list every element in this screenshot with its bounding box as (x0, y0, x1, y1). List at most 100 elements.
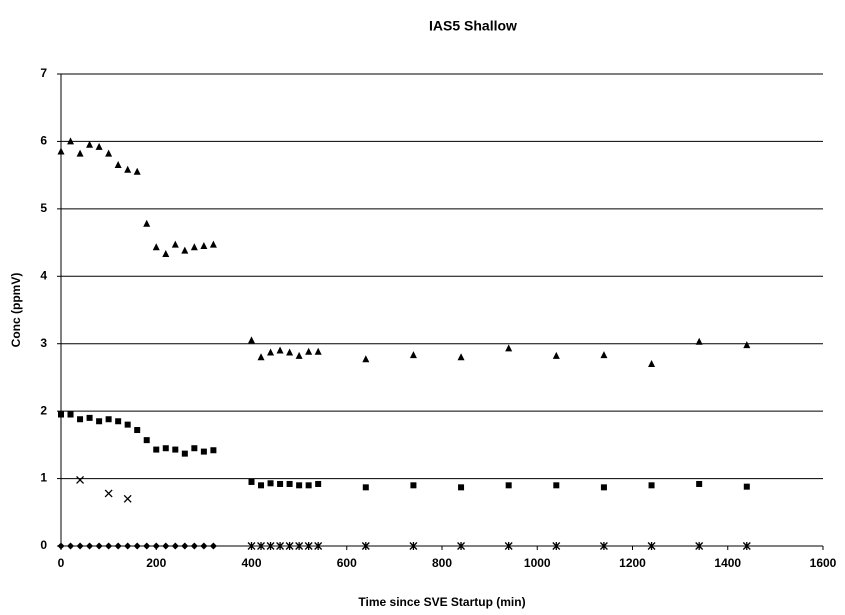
square-point (162, 445, 169, 452)
diamond-point (95, 542, 103, 550)
diamond-point (114, 542, 122, 550)
square-point (86, 414, 93, 421)
square-point (134, 427, 141, 434)
square-point (553, 482, 560, 489)
triangle-point (133, 167, 141, 175)
square-point (410, 482, 417, 489)
asterisk-point (314, 542, 323, 550)
triangle-point (209, 240, 217, 248)
triangle-point (124, 165, 132, 173)
triangle-point (105, 149, 113, 157)
triangle-point (695, 337, 703, 345)
square-point (181, 450, 188, 457)
series (58, 411, 750, 491)
asterisk-point (552, 542, 561, 550)
x-point (76, 475, 85, 484)
diamond-point (57, 542, 65, 550)
square-point (153, 446, 160, 453)
square-point (743, 483, 750, 490)
triangle-point (162, 250, 170, 258)
x-point (123, 494, 132, 503)
triangle-point (600, 351, 608, 359)
y-tick-label: 7 (40, 66, 47, 80)
x-tick-label: 1400 (714, 556, 741, 570)
y-tick-label: 3 (40, 336, 47, 350)
triangle-point (143, 219, 151, 227)
triangle-point (248, 336, 255, 344)
square-point (67, 411, 74, 418)
x-tick-label: 1000 (524, 556, 551, 570)
square-point (58, 411, 64, 418)
x-tick-label: 1600 (810, 556, 837, 570)
triangle-point (362, 355, 370, 363)
triangle-point (276, 346, 284, 354)
square-point (458, 484, 465, 491)
square-point (210, 447, 217, 454)
asterisk-point (647, 542, 656, 550)
diamond-point (86, 542, 94, 550)
square-point (362, 484, 369, 491)
diamond-point (143, 542, 151, 550)
diamond-point (200, 542, 208, 550)
x-tick-label: 400 (241, 556, 261, 570)
diamond-point (76, 542, 84, 550)
triangle-point (257, 353, 265, 361)
asterisk-point (276, 542, 285, 550)
asterisk-point (695, 542, 704, 550)
series (76, 475, 132, 503)
asterisk-point (504, 542, 513, 550)
y-tick-label: 1 (40, 471, 47, 485)
y-tick-label: 2 (40, 403, 47, 417)
diamond-point (67, 542, 75, 550)
square-point (200, 448, 207, 455)
y-tick-label: 6 (40, 134, 47, 148)
square-point (305, 482, 312, 489)
asterisk-point (295, 542, 304, 550)
asterisk-point (742, 542, 751, 550)
x-tick-label: 600 (337, 556, 357, 570)
triangle-point (67, 137, 75, 145)
asterisk-point (599, 542, 608, 550)
x-tick-label: 1200 (619, 556, 646, 570)
triangle-point (314, 347, 322, 355)
diamond-point (162, 542, 170, 550)
triangle-point (648, 359, 656, 367)
square-point (143, 437, 150, 444)
triangle-point (152, 243, 160, 251)
triangle-point (76, 149, 84, 157)
triangle-point (57, 147, 65, 155)
square-point (277, 480, 284, 487)
triangle-point (171, 240, 179, 248)
triangle-point (552, 351, 560, 359)
square-point (648, 482, 655, 489)
asterisk-point (361, 542, 370, 550)
square-point (172, 446, 179, 453)
triangle-point (409, 351, 417, 359)
square-point (191, 445, 198, 452)
square-point (286, 480, 293, 487)
diamond-point (209, 542, 217, 550)
square-point (258, 482, 265, 489)
triangle-point (114, 161, 122, 169)
triangle-point (267, 348, 275, 356)
square-point (115, 418, 122, 425)
asterisk-point (285, 542, 294, 550)
square-point (315, 480, 322, 487)
series (57, 137, 751, 367)
chart-title: IAS5 Shallow (429, 18, 517, 34)
x-tick-label: 200 (146, 556, 166, 570)
triangle-point (286, 348, 294, 356)
diamond-point (152, 542, 160, 550)
diamond-point (190, 542, 198, 550)
square-point (505, 482, 512, 489)
asterisk-point (247, 542, 256, 550)
square-point (77, 416, 84, 423)
square-point (96, 418, 103, 425)
triangle-point (457, 353, 465, 361)
triangle-point (295, 351, 303, 359)
x-point (104, 489, 113, 498)
diamond-point (181, 542, 189, 550)
x-axis-label: Time since SVE Startup (min) (358, 595, 525, 609)
y-tick-label: 4 (40, 268, 47, 282)
square-point (296, 482, 303, 489)
